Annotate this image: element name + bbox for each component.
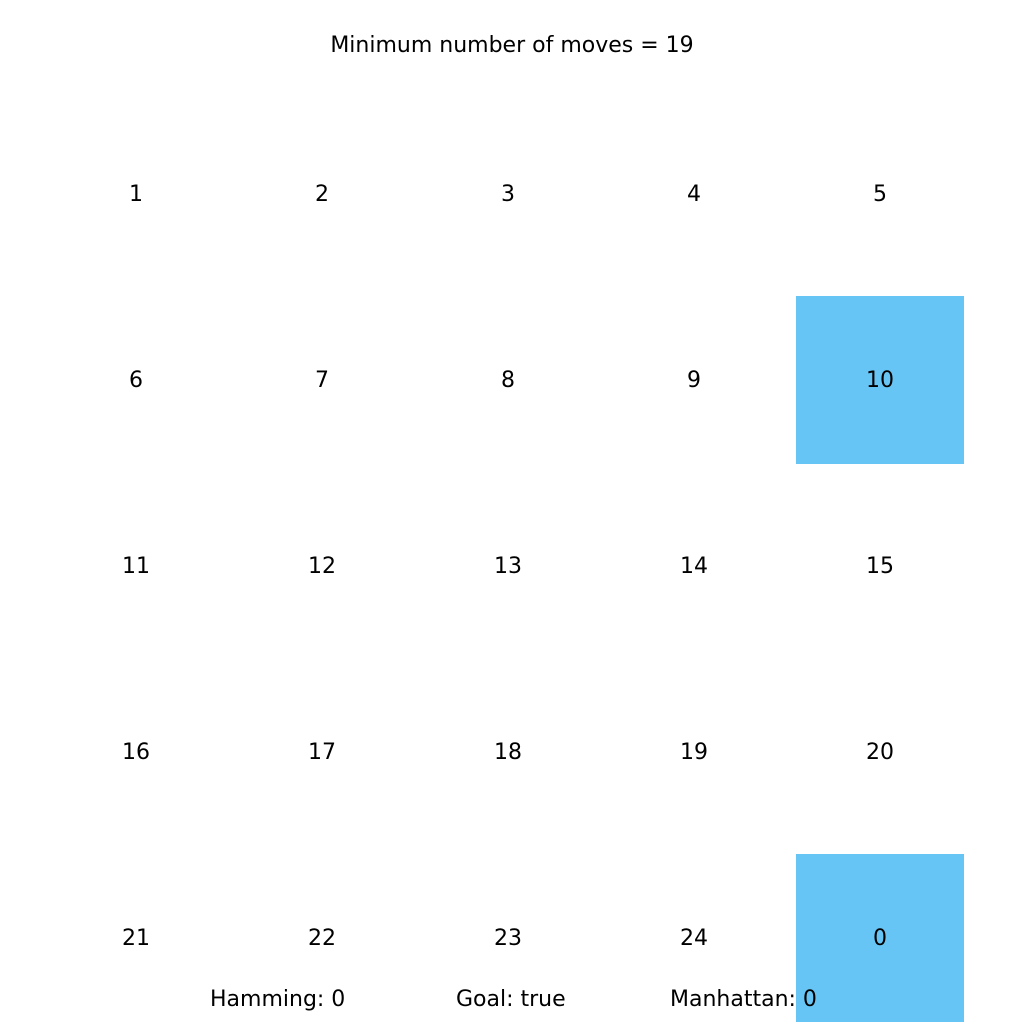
goal-status: Goal: true bbox=[456, 987, 566, 1012]
tile-20[interactable]: 20 bbox=[866, 739, 894, 765]
min-moves-title: Minimum number of moves = 19 bbox=[330, 33, 694, 58]
tile-2[interactable]: 2 bbox=[315, 181, 329, 207]
tile-24[interactable]: 24 bbox=[680, 925, 708, 951]
tile-17[interactable]: 17 bbox=[308, 739, 336, 765]
tile-14[interactable]: 14 bbox=[680, 553, 708, 579]
tile-0[interactable]: 0 bbox=[796, 854, 964, 1022]
tile-8[interactable]: 8 bbox=[501, 367, 515, 393]
tile-10[interactable]: 10 bbox=[796, 296, 964, 464]
tile-5[interactable]: 5 bbox=[873, 181, 887, 207]
tile-16[interactable]: 16 bbox=[122, 739, 150, 765]
tile-21[interactable]: 21 bbox=[122, 925, 150, 951]
tile-22[interactable]: 22 bbox=[308, 925, 336, 951]
hamming-status: Hamming: 0 bbox=[210, 987, 346, 1012]
puzzle-board: 1 2 3 4 5 6 7 8 9 10 11 12 13 14 15 16 17 18 19 20 21 22 23 24 0 bbox=[52, 0, 982, 1022]
tile-9[interactable]: 9 bbox=[687, 367, 701, 393]
manhattan-status: Manhattan: 0 bbox=[670, 987, 817, 1012]
tile-12[interactable]: 12 bbox=[308, 553, 336, 579]
tile-1[interactable]: 1 bbox=[129, 181, 143, 207]
tile-18[interactable]: 18 bbox=[494, 739, 522, 765]
tile-19[interactable]: 19 bbox=[680, 739, 708, 765]
tile-6[interactable]: 6 bbox=[129, 367, 143, 393]
tile-3[interactable]: 3 bbox=[501, 181, 515, 207]
tile-15[interactable]: 15 bbox=[866, 553, 894, 579]
tile-11[interactable]: 11 bbox=[122, 553, 150, 579]
tile-13[interactable]: 13 bbox=[494, 553, 522, 579]
tile-4[interactable]: 4 bbox=[687, 181, 701, 207]
tile-7[interactable]: 7 bbox=[315, 367, 329, 393]
tile-23[interactable]: 23 bbox=[494, 925, 522, 951]
